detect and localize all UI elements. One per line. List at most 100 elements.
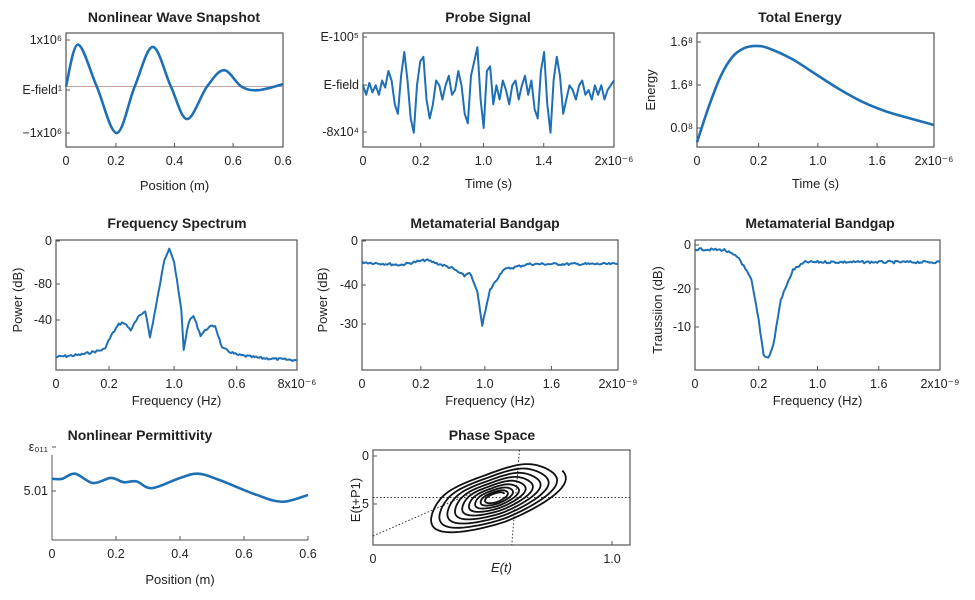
plot-frame bbox=[696, 32, 935, 148]
y-tick-label: -80 bbox=[34, 277, 52, 291]
x-tick-label: 0.4 bbox=[166, 154, 183, 168]
panel-p7: Nonlinear Permittivity 0 0.2 0.4 0.6 0.6 ε₀₁₁ 5… bbox=[24, 427, 317, 587]
x-tick-label: 2x10⁻⁶ bbox=[915, 154, 954, 168]
y-axis-label: Power (dB) bbox=[315, 267, 330, 332]
series-line bbox=[51, 472, 309, 504]
panel-p6: Metamaterial Bandgap 0 0.2 1.0 1.6 2x10⁻⁹ 0 -20… bbox=[650, 215, 960, 408]
x-tick-label: 0.4 bbox=[171, 547, 188, 561]
y-tick-label: 0.0⁸ bbox=[670, 121, 693, 135]
x-tick-label: 0.2 bbox=[412, 154, 429, 168]
x-tick-label: 1.4 bbox=[535, 154, 552, 168]
x-tick-label: 0.6 bbox=[228, 377, 245, 391]
x-tick-label: 1.0 bbox=[603, 552, 620, 566]
chart-title: Metamaterial Bandgap bbox=[410, 215, 559, 231]
chart-title: Phase Space bbox=[449, 427, 536, 443]
chart-title: Frequency Spectrum bbox=[107, 215, 246, 231]
panel-p4: Frequency Spectrum 0 0.2 1.0 0.6 8x10⁻⁶ 0 -80 -4… bbox=[10, 215, 316, 408]
panel-p5: Metamaterial Bandgap 0 0.2 1.0 1.6 2x10⁻⁹ 0 -40… bbox=[315, 215, 638, 408]
x-tick-label: 0 bbox=[49, 547, 56, 561]
panel-p3: Total Energy 0 0.2 1.0 1.6 2x10⁻⁶ 1.6⁸ 1.6⁸ 0.0⁸… bbox=[643, 9, 953, 191]
x-tick-label: 8x10⁻⁶ bbox=[278, 377, 317, 391]
chart-title: Nonlinear Wave Snapshot bbox=[88, 9, 261, 25]
phase-trajectory bbox=[430, 463, 567, 534]
diagonal-guide-line bbox=[372, 493, 471, 537]
x-tick-label: 1.6 bbox=[870, 377, 887, 391]
y-tick-label: -10 bbox=[673, 320, 691, 334]
x-tick-label: 1.6 bbox=[868, 154, 885, 168]
y-axis-label: Energy bbox=[643, 69, 658, 111]
x-tick-label: 2x10⁻⁹ bbox=[598, 377, 637, 391]
y-tick-label: 0 bbox=[45, 234, 52, 248]
plot-frame bbox=[361, 239, 619, 371]
series-line bbox=[694, 247, 941, 359]
series-line bbox=[695, 44, 935, 143]
x-tick-label: 1.0 bbox=[809, 377, 826, 391]
y-axis-label: Power (dB) bbox=[10, 267, 25, 332]
x-tick-label: 0.2 bbox=[750, 377, 767, 391]
x-tick-label: 1.0 bbox=[809, 154, 826, 168]
y-tick-label: -40 bbox=[34, 313, 52, 327]
x-axis-label: Time (s) bbox=[792, 176, 839, 191]
series-line bbox=[362, 46, 615, 134]
y-tick-label: −1x10⁶ bbox=[22, 126, 62, 140]
x-axis-label: Time (s) bbox=[465, 176, 512, 191]
y-tick-label: E-field¹ bbox=[22, 83, 62, 97]
y-tick-label: -40 bbox=[340, 278, 358, 292]
x-axis-label: Frequency (Hz) bbox=[445, 393, 535, 408]
panel-p2: Probe Signal 0 0.2 1.0 1.4 2x10⁻⁶ E-100⁵ E-fiel… bbox=[320, 9, 633, 191]
x-tick-label: 1.0 bbox=[475, 154, 492, 168]
x-tick-label: 0 bbox=[360, 154, 367, 168]
y-tick-label: 0 bbox=[351, 234, 358, 248]
plot-frame bbox=[694, 239, 941, 371]
series-line bbox=[56, 247, 298, 362]
y-tick-label: 5 bbox=[362, 497, 369, 511]
x-tick-label: 0.6 bbox=[235, 547, 252, 561]
plot-frame bbox=[55, 239, 298, 371]
panel-p1: Nonlinear Wave Snapshot 0 0.2 0.4 0.6 0.6 1x10… bbox=[22, 9, 291, 193]
x-tick-label: 0.6 bbox=[274, 154, 291, 168]
x-tick-label: 0 bbox=[370, 552, 377, 566]
x-tick-label: 0.6 bbox=[299, 547, 316, 561]
x-tick-label: 0.2 bbox=[412, 377, 429, 391]
y-tick-label: 5.01 bbox=[24, 484, 48, 498]
x-tick-label: 2x10⁻⁶ bbox=[595, 154, 634, 168]
x-tick-label: 0.2 bbox=[100, 377, 117, 391]
x-tick-label: 0 bbox=[53, 377, 60, 391]
x-tick-label: 0.2 bbox=[107, 154, 124, 168]
x-tick-label: 0 bbox=[63, 154, 70, 168]
y-tick-label: -8x10⁴ bbox=[322, 125, 359, 139]
chart-title: Metamaterial Bandgap bbox=[745, 215, 894, 231]
x-tick-label: 0 bbox=[694, 154, 701, 168]
y-tick-label: 0 bbox=[362, 449, 369, 463]
series-line bbox=[64, 43, 284, 135]
series-line bbox=[361, 258, 619, 327]
y-tick-label: 1x10⁶ bbox=[30, 33, 62, 47]
y-tick-label: E-field bbox=[324, 78, 359, 92]
x-axis-label: Position (m) bbox=[145, 572, 214, 587]
chart-title: Total Energy bbox=[758, 9, 842, 25]
panel-p8: Phase Space 0 1.0 0 5 E(t) E(t+P1) bbox=[348, 427, 631, 575]
chart-title: Probe Signal bbox=[445, 9, 531, 25]
x-tick-label: 0 bbox=[692, 377, 699, 391]
x-tick-label: 1.0 bbox=[165, 377, 182, 391]
y-tick-label: ε₀₁₁ bbox=[29, 440, 48, 454]
y-tick-label: 1.6⁸ bbox=[670, 78, 693, 92]
x-tick-label: 1.6 bbox=[543, 377, 560, 391]
x-tick-label: 0.2 bbox=[750, 154, 767, 168]
y-tick-label: -20 bbox=[673, 282, 691, 296]
x-tick-label: 1.0 bbox=[476, 377, 493, 391]
x-tick-label: 0.6 bbox=[224, 154, 241, 168]
plot-frame bbox=[362, 32, 615, 148]
x-tick-label: 0 bbox=[359, 377, 366, 391]
x-axis-label: Frequency (Hz) bbox=[132, 393, 222, 408]
x-axis-label: Position (m) bbox=[140, 178, 209, 193]
y-tick-label: 1.6⁸ bbox=[670, 35, 693, 49]
x-tick-label: 2x10⁻⁹ bbox=[920, 377, 959, 391]
chart-title: Nonlinear Permittivity bbox=[68, 427, 213, 443]
y-tick-label: E-100⁵ bbox=[320, 30, 359, 44]
x-axis-label: E(t) bbox=[491, 560, 512, 575]
y-tick-label: -30 bbox=[340, 317, 358, 331]
y-axis-label: E(t+P1) bbox=[348, 478, 363, 522]
y-axis-label: Traussiion (dB) bbox=[650, 266, 665, 354]
